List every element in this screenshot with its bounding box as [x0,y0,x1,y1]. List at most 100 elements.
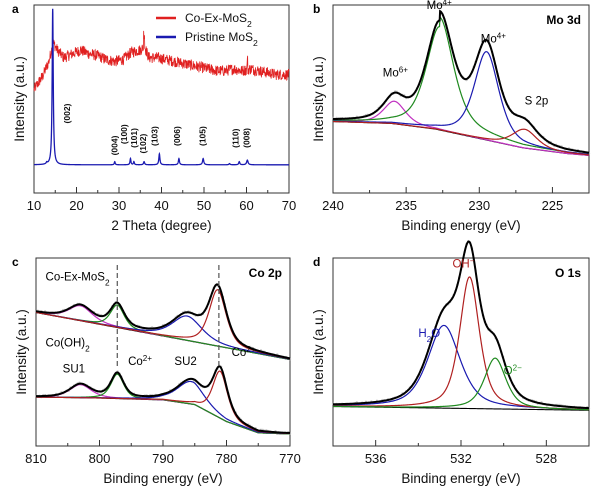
component-line-oh- [333,276,590,411]
fit-envelope-line [332,240,590,410]
x-tick-label: 240 [322,198,344,213]
x-tick-label: 230 [468,198,490,213]
legend-label: Pristine MoS2 [185,30,258,48]
series-line-pristine-mos2 [34,8,289,166]
x-tick-label: 10 [27,198,41,213]
panel-d: 536 532 528 Binding energy (eV) Intensity (a… [311,239,591,486]
component-line-co2-2p3-2 [35,370,291,434]
peak-label: Mo4+ [481,31,506,46]
peak-index-label: (102) [138,134,148,154]
peak-label: OH− [452,256,474,271]
peak-label-text: Co [128,356,143,368]
peak-index-label: (101) [129,128,139,148]
component-line-s-2p [332,120,590,156]
raw-data-points [331,11,591,155]
peak-label: H2O [418,328,440,344]
peak-label-sup: 4+ [443,0,452,6]
x-tick-label: 528 [535,451,557,466]
x-tick-label: 40 [154,198,168,213]
peak-label: SU1 [63,364,85,376]
panel-letter: c [12,255,19,269]
peak-label-text: SU2 [174,356,196,368]
peak-label-sup: 2+ [143,354,152,363]
x-axis-label: Binding energy (eV) [401,471,520,486]
x-tick-label: 810 [25,451,47,466]
peak-label-sub: 2 [427,334,432,343]
y-axis-label: Intensity (a.u.) [311,309,326,395]
peak-label: Co(OH)2 [46,337,91,353]
x-tick-label: 532 [450,451,472,466]
legend-label-text: Pristine MoS [185,30,253,44]
component-line-mo4-3d5-2 [332,51,590,155]
peak-label-text: Co [232,347,247,359]
peak-index-label: (103) [149,126,159,146]
panel-c: 810 800 790 780 770 Binding energy (eV) Intens… [12,255,301,486]
peak-label: S 2p [525,96,549,108]
peak-label-text: Mo [427,0,443,12]
peak-label-sub: 2 [85,344,90,353]
peak-label-text: OH [452,258,469,270]
panel-a: 10 20 30 40 50 60 70 2 Theta (degree) Intensity … [12,2,296,233]
peak-label-sup: 4+ [497,31,506,40]
peak-label-text: Mo [383,67,399,79]
x-tick-label: 30 [112,198,126,213]
plot-frame [332,257,590,447]
x-tick-label: 235 [395,198,417,213]
panel-letter: b [313,2,320,16]
legend-label-text: Co-Ex-MoS [185,11,247,25]
peak-label-text: Mo [481,34,497,46]
panel-title: O 1s [555,266,581,280]
peak-label-sup: 2+ [246,344,255,353]
peak-label-text: O [504,366,513,378]
peak-label-text: H [418,328,426,340]
x-tick-label: 60 [239,198,253,213]
peak-label-text: SU1 [63,364,85,376]
x-tick-label: 225 [542,198,564,213]
panel-title: Co 2p [249,266,282,280]
peak-index-label: (004) [109,135,119,155]
legend-label-sub: 2 [253,38,258,48]
component-line-h2o [332,324,590,411]
peak-label-text: S 2p [525,96,549,108]
fit-envelope-line [332,9,590,154]
peak-label-sup: 6+ [399,65,408,74]
x-tick-label: 70 [282,198,296,213]
peak-label-sup: 2− [513,363,522,372]
y-axis-label: Intensity (a.u.) [311,56,326,142]
component-line-mo4-3d3-2 [332,16,590,155]
peak-index-label: (105) [197,126,207,146]
series-line-co-ex-mos2 [33,30,290,92]
fit-envelope-line [35,283,291,360]
plot-frame [332,4,590,194]
x-tick-label: 780 [216,451,238,466]
peak-label: SU2 [174,356,196,368]
component-line-co2-2p3-2 [35,289,291,360]
peak-label: O2− [504,363,522,378]
component-line-o2- [332,357,590,411]
x-tick-label: 20 [69,198,83,213]
x-tick-label: 790 [152,451,174,466]
background-line [332,121,590,156]
x-tick-label: 800 [89,451,111,466]
peak-label-sub: 2 [105,278,110,287]
peak-label-text: Co-Ex-MoS [46,272,106,284]
peak-index-label: (110) [230,128,240,148]
panel-b: 240 235 230 225 Binding energy (eV) Intensity… [311,0,591,233]
x-tick-label: 536 [365,451,387,466]
peak-index-label: (100) [119,124,129,144]
peak-index-label: (008) [242,128,252,148]
peak-index-label: (002) [62,103,72,123]
peak-label-text: Co(OH) [46,337,86,349]
y-axis-label: Intensity (a.u.) [12,56,27,142]
legend-label: Co-Ex-MoS2 [185,11,252,29]
component-line-su2 [36,380,290,435]
x-tick-label: 770 [279,451,301,466]
panel-letter: d [313,255,320,269]
peak-label: Co-Ex-MoS2 [46,272,110,288]
x-tick-label: 50 [197,198,211,213]
peak-label: Co2+ [232,344,256,359]
peak-label: Mo6+ [383,65,408,80]
peak-label: Mo4+ [427,0,452,12]
legend-label-sub: 2 [247,19,252,29]
